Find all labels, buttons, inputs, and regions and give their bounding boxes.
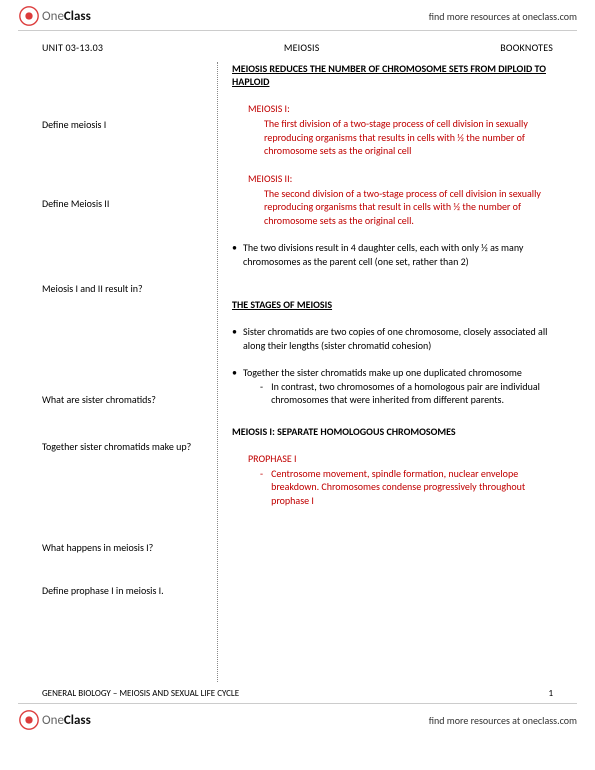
top-tagline: find more resources at oneclass.com [429,10,577,23]
cue-q7: Define prophase I in meiosis I. [42,584,207,597]
def-meiosis-1: MEIOSIS I: The first division of a two-s… [232,102,553,158]
cue-q6: What happens in meiosis I? [42,541,207,554]
brand-one: One [42,713,64,728]
section-1: MEIOSIS REDUCES THE NUMBER OF CHROMOSOME… [232,62,553,88]
meiosis-1-label: MEIOSIS I: [248,102,553,115]
brand-text: OneClass [42,9,91,24]
cue-column: Define meiosis I Define Meiosis II Meios… [42,62,218,682]
prophase-block: PROPHASE I - Centrosome movement, spindl… [232,452,553,508]
top-brand-bar: OneClass find more resources at oneclass… [0,0,595,30]
separate-title-block: MEIOSIS I: SEPARATE HOMOLOGOUS CHROMOSOM… [232,425,553,438]
brand: OneClass [18,709,91,731]
prophase-label: PROPHASE I [248,452,553,465]
footer-page-number: 1 [548,688,553,699]
brand: OneClass [18,5,91,27]
duplicated-block: • Together the sister chromatids make up… [232,366,553,407]
dup-sub-text: In contrast, two chromosomes of a homolo… [271,380,553,407]
bullet-icon: • [232,366,237,380]
bottom-tagline: find more resources at oneclass.com [429,714,577,727]
brand-class: Class [64,713,91,728]
dup-sub: - In contrast, two chromosomes of a homo… [232,380,553,407]
separate-title: MEIOSIS I: SEPARATE HOMOLOGOUS CHROMOSOM… [232,425,553,438]
brand-icon [18,5,40,27]
section-2-title: THE STAGES OF MEIOSIS [232,298,553,311]
result-bullet: • The two divisions result in 4 daughter… [232,241,553,268]
prophase-text: Centrosome movement, spindle formation, … [271,467,553,508]
brand-text: OneClass [42,713,91,728]
dash-icon: - [260,467,263,508]
prophase-sub: - Centrosome movement, spindle formation… [248,467,553,508]
meiosis-2-body: The second division of a two-stage proce… [248,187,553,228]
result-block: • The two divisions result in 4 daughter… [232,241,553,268]
doc-footer: GENERAL BIOLOGY – MEIOSIS AND SEXUAL LIF… [0,682,595,703]
brand-class: Class [64,9,91,24]
header-right: BOOKNOTES [500,41,553,54]
note-body: Define meiosis I Define Meiosis II Meios… [0,62,595,682]
dash-icon: - [260,380,263,407]
bullet-icon: • [232,325,237,352]
section-1-title: MEIOSIS REDUCES THE NUMBER OF CHROMOSOME… [232,62,553,88]
section-2: THE STAGES OF MEIOSIS [232,298,553,311]
dup-text: Together the sister chromatids make up o… [243,366,522,380]
def-meiosis-2: MEIOSIS II: The second division of a two… [232,172,553,228]
cue-q2: Define Meiosis II [42,197,207,210]
cue-q4: What are sister chromatids? [42,393,207,406]
cue-q5: Together sister chromatids make up? [42,440,207,453]
header-center: MEIOSIS [284,41,320,54]
sc-bullet: • Sister chromatids are two copies of on… [232,325,553,352]
footer-left: GENERAL BIOLOGY – MEIOSIS AND SEXUAL LIF… [42,688,239,699]
brand-one: One [42,9,64,24]
sister-chromatid-block: • Sister chromatids are two copies of on… [232,325,553,352]
bullet-icon: • [232,241,237,268]
bottom-brand-bar: OneClass find more resources at oneclass… [0,704,595,734]
meiosis-1-body: The first division of a two-stage proces… [248,117,553,158]
result-text: The two divisions result in 4 daughter c… [243,241,553,268]
notes-column: MEIOSIS REDUCES THE NUMBER OF CHROMOSOME… [218,62,553,682]
meiosis-2-label: MEIOSIS II: [248,172,553,185]
cue-q1: Define meiosis I [42,118,207,131]
brand-icon [18,709,40,731]
header-left: UNIT 03-13.03 [42,41,103,54]
sc-text: Sister chromatids are two copies of one … [243,325,553,352]
doc-header: UNIT 03-13.03 MEIOSIS BOOKNOTES [0,31,595,62]
dup-bullet: • Together the sister chromatids make up… [232,366,553,380]
cue-q3: Meiosis I and II result in? [42,282,207,295]
